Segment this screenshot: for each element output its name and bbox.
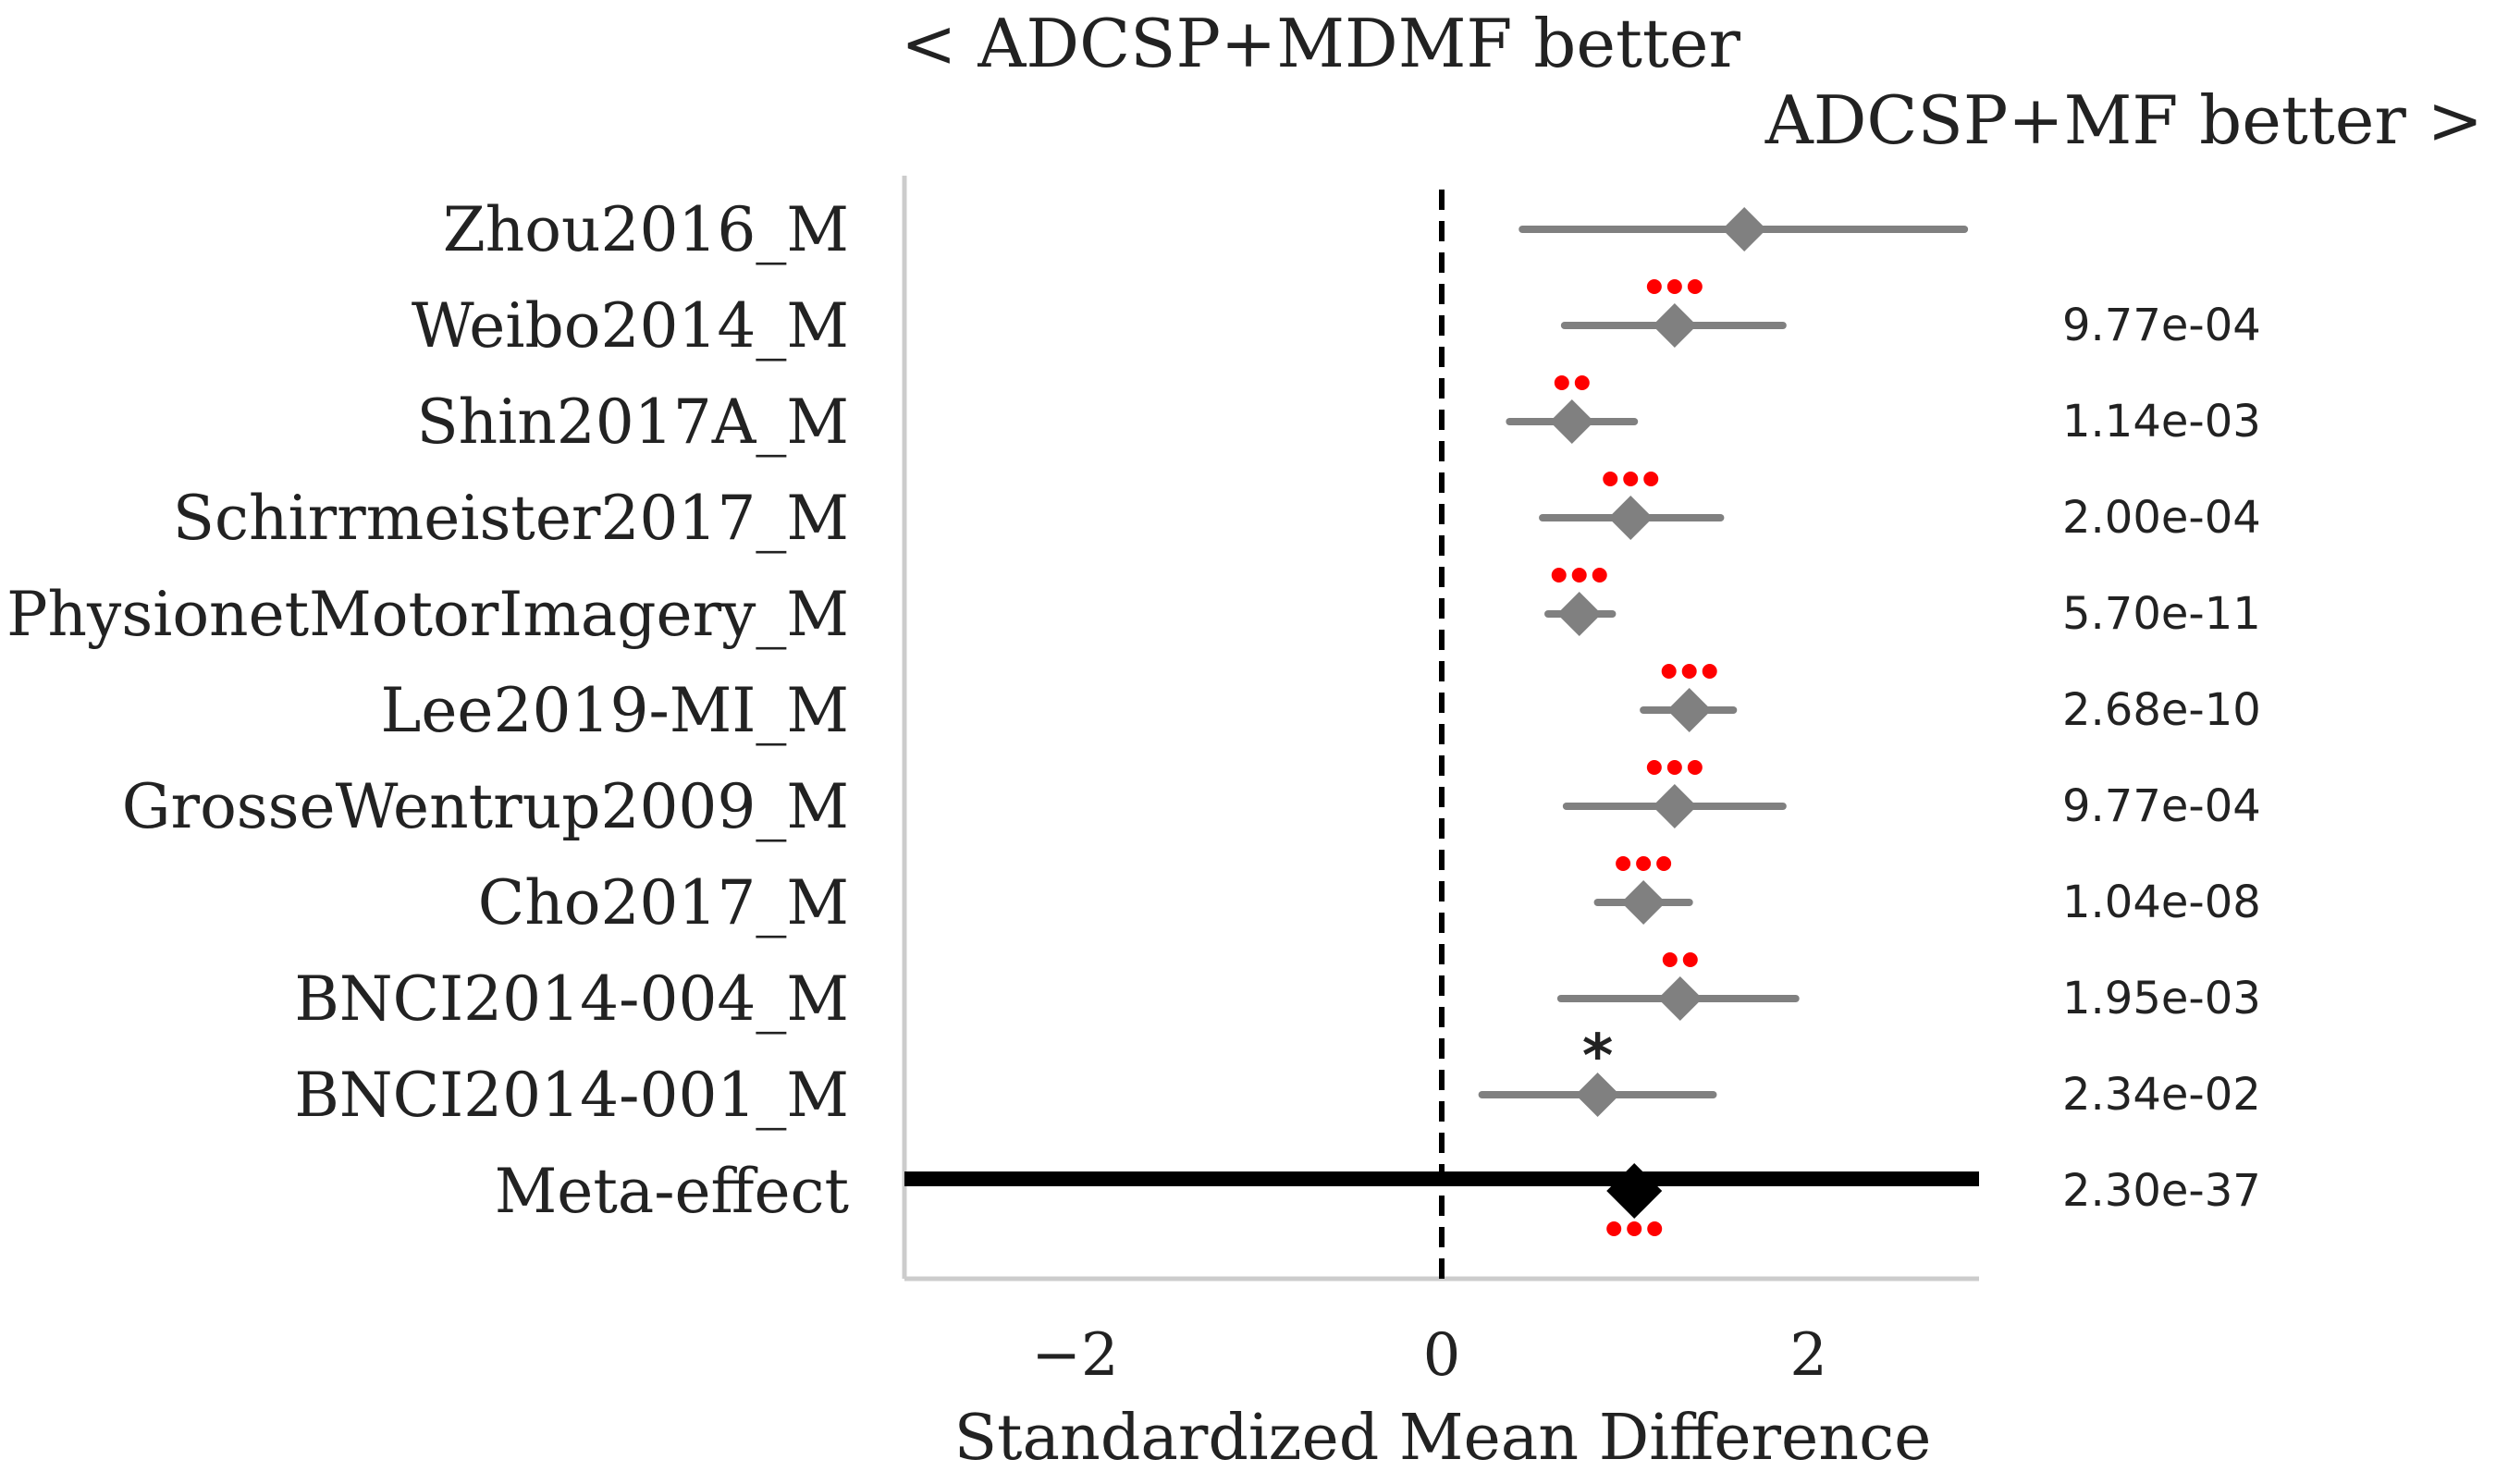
dataset-label: GrosseWentrup2009_M xyxy=(122,771,849,842)
p-value-label: 9.77e-04 xyxy=(2062,300,2261,351)
significance-star xyxy=(1616,856,1630,871)
p-value-label: 1.95e-03 xyxy=(2062,973,2261,1024)
significance-star xyxy=(1636,856,1651,871)
p-value-label: 2.00e-04 xyxy=(2062,492,2261,544)
significance-star xyxy=(1603,472,1617,486)
effect-marker xyxy=(1658,976,1703,1021)
x-tick-label: −2 xyxy=(1031,1321,1118,1390)
significance-star xyxy=(1667,760,1682,775)
significance-star xyxy=(1688,279,1703,294)
dataset-label: BNCI2014-001_M xyxy=(294,1060,849,1131)
effect-marker xyxy=(1722,207,1766,251)
significance-star xyxy=(1623,472,1638,486)
header-right-label: ADCSP+MF better > xyxy=(1764,81,2483,159)
p-value-label: 5.70e-11 xyxy=(2062,588,2261,640)
dataset-label: Lee2019-MI_M xyxy=(381,675,849,746)
meta-effect-label: Meta-effect xyxy=(495,1156,849,1227)
significance-star xyxy=(1688,760,1703,775)
significance-star xyxy=(1647,279,1662,294)
header-left-label: < ADCSP+MDMF better xyxy=(901,5,1740,82)
significance-star xyxy=(1606,1221,1621,1236)
significance-star xyxy=(1663,952,1678,967)
effect-marker xyxy=(1608,496,1653,540)
meta-p-value-label: 2.30e-37 xyxy=(2062,1165,2261,1217)
significance-stars xyxy=(1662,664,1717,679)
dataset-label: PhysionetMotorImagery_M xyxy=(6,579,849,650)
significance-stars xyxy=(1647,279,1703,294)
effect-marker xyxy=(1550,399,1594,444)
significance-star xyxy=(1647,760,1662,775)
p-value-label: 2.68e-10 xyxy=(2062,684,2261,736)
effect-marker xyxy=(1557,592,1602,636)
significance-stars xyxy=(1552,568,1607,583)
x-tick-label: 2 xyxy=(1789,1321,1827,1390)
significance-stars xyxy=(1603,472,1658,486)
effect-marker xyxy=(1653,303,1697,348)
significance-star xyxy=(1662,664,1677,679)
significance-star xyxy=(1703,664,1717,679)
significance-star xyxy=(1667,279,1682,294)
meta-significance-stars xyxy=(1606,1221,1662,1236)
x-tick-label: 0 xyxy=(1423,1321,1461,1390)
significance-star xyxy=(1656,856,1671,871)
p-value-label: 1.04e-08 xyxy=(2062,877,2261,928)
significance-star xyxy=(1647,1221,1662,1236)
significance-star xyxy=(1575,375,1590,390)
plot-area: −2 0 2 Zhou2016_M Weibo2014_M 9.77e-04 Shin201… xyxy=(6,176,2261,1390)
p-value-label: 1.14e-03 xyxy=(2062,396,2261,448)
p-value-label: 9.77e-04 xyxy=(2062,780,2261,832)
significance-star xyxy=(1682,664,1697,679)
significance-stars xyxy=(1647,760,1703,775)
significance-star xyxy=(1552,568,1567,583)
dataset-label: Weibo2014_M xyxy=(412,290,849,362)
significance-star xyxy=(1555,375,1569,390)
p-value-label: 2.34e-02 xyxy=(2062,1069,2261,1121)
effect-marker xyxy=(1667,688,1712,732)
effect-marker xyxy=(1653,784,1697,828)
dataset-label: Cho2017_M xyxy=(478,867,849,938)
x-axis-title: Standardized Mean Difference xyxy=(954,1402,1932,1475)
significance-star xyxy=(1572,568,1587,583)
significance-stars: * xyxy=(1582,1023,1613,1091)
dataset-label: BNCI2014-004_M xyxy=(294,963,849,1035)
dataset-label: Shin2017A_M xyxy=(416,386,849,458)
significance-star xyxy=(1592,568,1607,583)
significance-stars xyxy=(1663,952,1698,967)
significance-stars xyxy=(1555,375,1590,390)
effect-marker xyxy=(1621,880,1666,925)
significance-star xyxy=(1643,472,1658,486)
dataset-label: Zhou2016_M xyxy=(443,194,849,265)
significance-star xyxy=(1627,1221,1641,1236)
significance-star xyxy=(1683,952,1698,967)
dataset-label: Schirrmeister2017_M xyxy=(173,483,849,554)
significance-stars xyxy=(1616,856,1671,871)
